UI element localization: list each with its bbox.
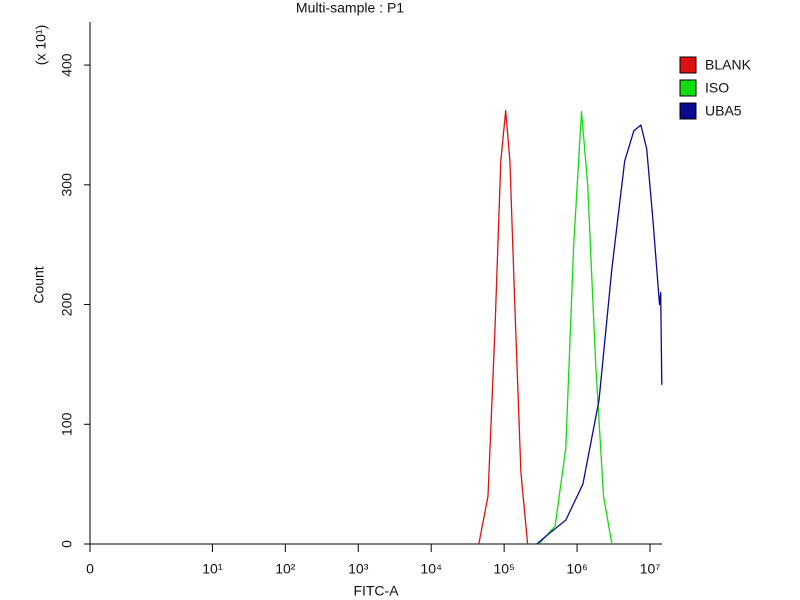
y-tick-label: 300 <box>59 173 75 197</box>
x-tick-label: 10⁷ <box>640 561 661 577</box>
y-multiplier: (x 10¹) <box>33 25 49 65</box>
histogram-line <box>536 124 663 545</box>
legend-label: ISO <box>705 80 729 96</box>
x-tick-label: 0 <box>86 561 94 577</box>
y-tick-label: 100 <box>59 412 75 436</box>
histogram-line <box>538 111 613 545</box>
legend-swatch <box>679 56 697 74</box>
y-axis-label: Count <box>31 266 47 303</box>
x-tick-label: 10⁶ <box>566 561 587 577</box>
x-tick-label: 10⁴ <box>420 561 442 577</box>
x-tick-label: 10⁵ <box>493 561 514 577</box>
x-tick-label: 10² <box>275 561 296 577</box>
y-tick-label: 0 <box>59 540 75 548</box>
x-axis-label: FITC-A <box>353 583 399 599</box>
legend-swatch <box>679 79 697 97</box>
legend-swatch <box>679 102 697 120</box>
x-tick-label: 10³ <box>348 561 369 577</box>
chart-title: Multi-sample : P1 <box>296 0 404 16</box>
legend-label: BLANK <box>705 57 752 73</box>
legend-label: UBA5 <box>705 103 742 119</box>
y-tick-label: 400 <box>59 53 75 77</box>
histogram-line <box>478 109 529 545</box>
y-tick-label: 200 <box>59 293 75 317</box>
x-tick-label: 10¹ <box>202 561 223 577</box>
